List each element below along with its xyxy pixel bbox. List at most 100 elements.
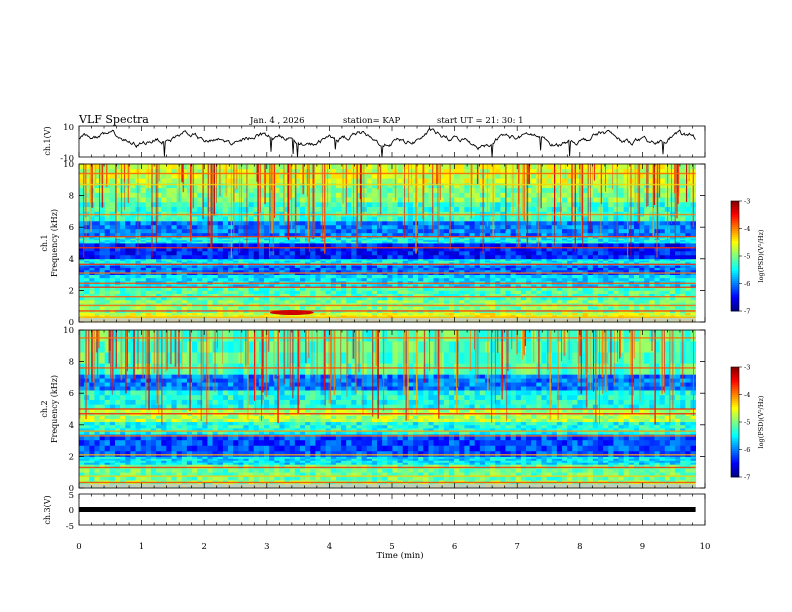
spectrogram-cell [577,241,583,244]
spectrogram-cell [217,314,224,318]
spectrogram-cell [551,267,558,271]
spectrogram-cell [171,250,178,256]
spectrogram-cell [248,293,255,298]
spectrogram-cell [459,260,465,263]
spectrogram-cell [608,260,614,263]
spectrogram-cell [274,224,280,230]
spectrogram-cell [145,232,152,238]
spectrogram-cell [284,277,291,282]
spectrogram-cell [397,239,404,242]
spectrogram-cell [233,238,239,241]
spectrogram-cell [284,284,291,288]
date-label: Jan. 4 , 2026 [249,116,305,126]
spectrogram-cell [649,246,655,252]
spectrogram-cell [484,314,491,318]
spectrogram-cell [243,299,249,304]
spectrogram-cell [356,258,363,261]
spectrogram-cell [166,269,172,273]
spectrogram-cell [454,254,460,260]
spectrogram-cell [94,287,100,291]
spectrogram-cell [387,269,393,273]
spectrogram-cell [361,197,368,203]
spectrogram-cell [156,206,162,212]
spectrogram-cell [289,287,296,291]
spectrogram-cell [675,220,681,226]
spectrogram-cell [556,254,563,260]
spectrogram-cell [269,265,275,268]
spectrogram-cell [284,241,291,244]
spectrogram-cell [454,296,460,301]
spectrogram-cell [351,236,357,239]
spectrogram-cell [675,277,681,282]
spectrogram-cell [140,220,147,226]
spectrogram-cell [181,290,188,294]
spectrogram-cell [274,228,280,234]
spectrogram-cell [659,224,666,230]
spectrogram-cell [325,287,332,291]
spectrogram-cell [428,238,434,241]
spectrogram-cell [500,243,506,248]
spectrogram-cell [592,293,599,298]
spectrogram-cell [248,284,255,288]
spectrogram-cell [582,239,589,242]
spectrogram-cell [613,258,619,261]
spectrogram-cell [366,220,373,226]
spectrogram-cell [335,261,342,264]
spectrogram-cell [572,312,578,316]
spectrogram-cell [464,243,470,248]
spectrogram-cell [315,269,321,273]
spectrogram-cell [114,274,121,279]
spectrogram-cell [140,232,147,238]
spectrogram-cell [536,243,542,248]
spectrogram-cell [418,296,424,301]
spectrogram-cell [680,206,686,212]
spectrogram-cell [351,269,357,273]
spectrogram-cell [202,290,208,294]
spectrogram-cell [438,290,445,294]
spectrogram-cell [484,261,491,264]
spectrogram-cell [623,220,630,226]
spectrogram-cell [448,296,455,301]
spectrogram-cell [305,260,311,263]
spectrogram-cell [546,239,553,242]
spectrogram-cell [546,232,553,238]
spectrogram-cell [680,254,686,260]
spectrogram-cell [94,314,100,318]
spectrogram-cell [258,241,265,244]
spectrogram-cell [289,299,296,304]
spectrogram-cell [243,239,249,242]
spectrogram-cell [222,220,229,226]
spectrogram-cell [125,224,131,230]
spectrogram-cell [335,314,342,318]
spectrogram-cell [654,269,661,273]
spectrogram-cell [515,260,522,263]
spectrogram-cell [428,296,434,301]
spectrogram-cell [633,306,640,310]
spectrogram-cell [197,232,203,238]
spectrogram-cell [130,197,136,203]
spectrogram-cell [428,220,434,226]
spectrogram-cell [279,236,285,239]
spectrogram-cell [443,312,450,316]
spectrogram-cell [84,269,90,273]
spectrogram-cell [84,239,90,242]
spectrogram-cell [243,274,249,279]
spectrogram-cell [562,228,568,234]
spectrogram-cell [397,269,404,273]
spectrogram-cell [382,243,388,248]
spectrogram-cell [438,243,445,248]
spectrogram-cell [582,284,589,288]
spectrogram-cell [639,284,645,288]
spectrogram-cell [274,260,280,263]
spectrogram-cell [197,238,203,241]
spectrogram-cell [104,293,111,298]
spectrogram-cell [156,243,162,248]
spectrogram-cell [289,306,296,310]
spectrogram-cell [680,236,686,239]
spectrogram-cell [315,239,321,242]
spectrogram-cell [346,299,352,304]
spectrogram-cell [644,243,650,248]
spectrogram-cell [89,306,95,310]
spectrogram-cell [685,201,691,208]
spectrogram-cell [99,243,106,248]
